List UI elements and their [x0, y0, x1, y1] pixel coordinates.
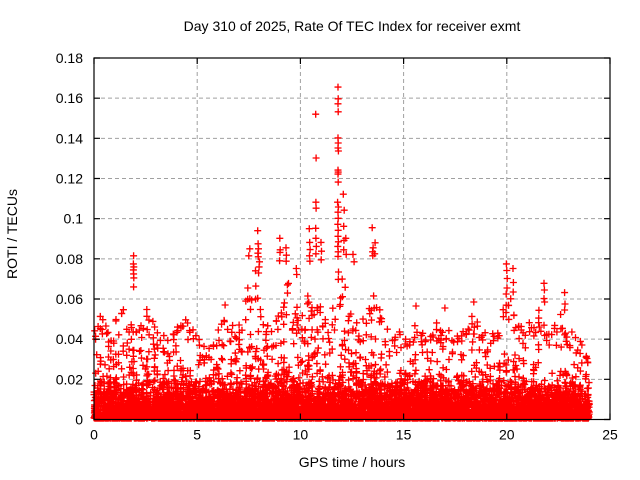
x-axis-label: GPS time / hours — [299, 454, 406, 470]
y-tick-label: 0 — [75, 412, 83, 428]
y-axis-label: ROTI / TECUs — [4, 189, 20, 279]
x-tick-label: 5 — [193, 427, 201, 443]
x-tick-labels: 0 5 10 15 20 25 — [90, 427, 618, 443]
y-tick-label: 0.06 — [56, 291, 83, 307]
x-tick-label: 20 — [499, 427, 515, 443]
y-tick-label: 0.1 — [64, 211, 84, 227]
scatter-points — [90, 83, 593, 422]
y-tick-label: 0.18 — [56, 50, 83, 66]
x-tick-label: 0 — [90, 427, 98, 443]
x-tick-label: 15 — [396, 427, 412, 443]
y-tick-label: 0.14 — [56, 130, 83, 146]
x-tick-label: 10 — [293, 427, 309, 443]
y-tick-label: 0.08 — [56, 251, 83, 267]
plot-border — [93, 57, 611, 421]
y-tick-label: 0.02 — [56, 371, 83, 387]
y-tick-labels: 0 0.02 0.04 0.06 0.08 0.1 0.12 0.14 0.16 0.18 — [56, 50, 83, 428]
x-tick-label: 25 — [602, 427, 618, 443]
y-tick-label: 0.04 — [56, 331, 83, 347]
y-tick-label: 0.12 — [56, 171, 83, 187]
axis-ticks — [93, 57, 611, 421]
y-tick-label: 0.16 — [56, 90, 83, 106]
chart-title: Day 310 of 2025, Rate Of TEC Index for r… — [184, 18, 521, 34]
